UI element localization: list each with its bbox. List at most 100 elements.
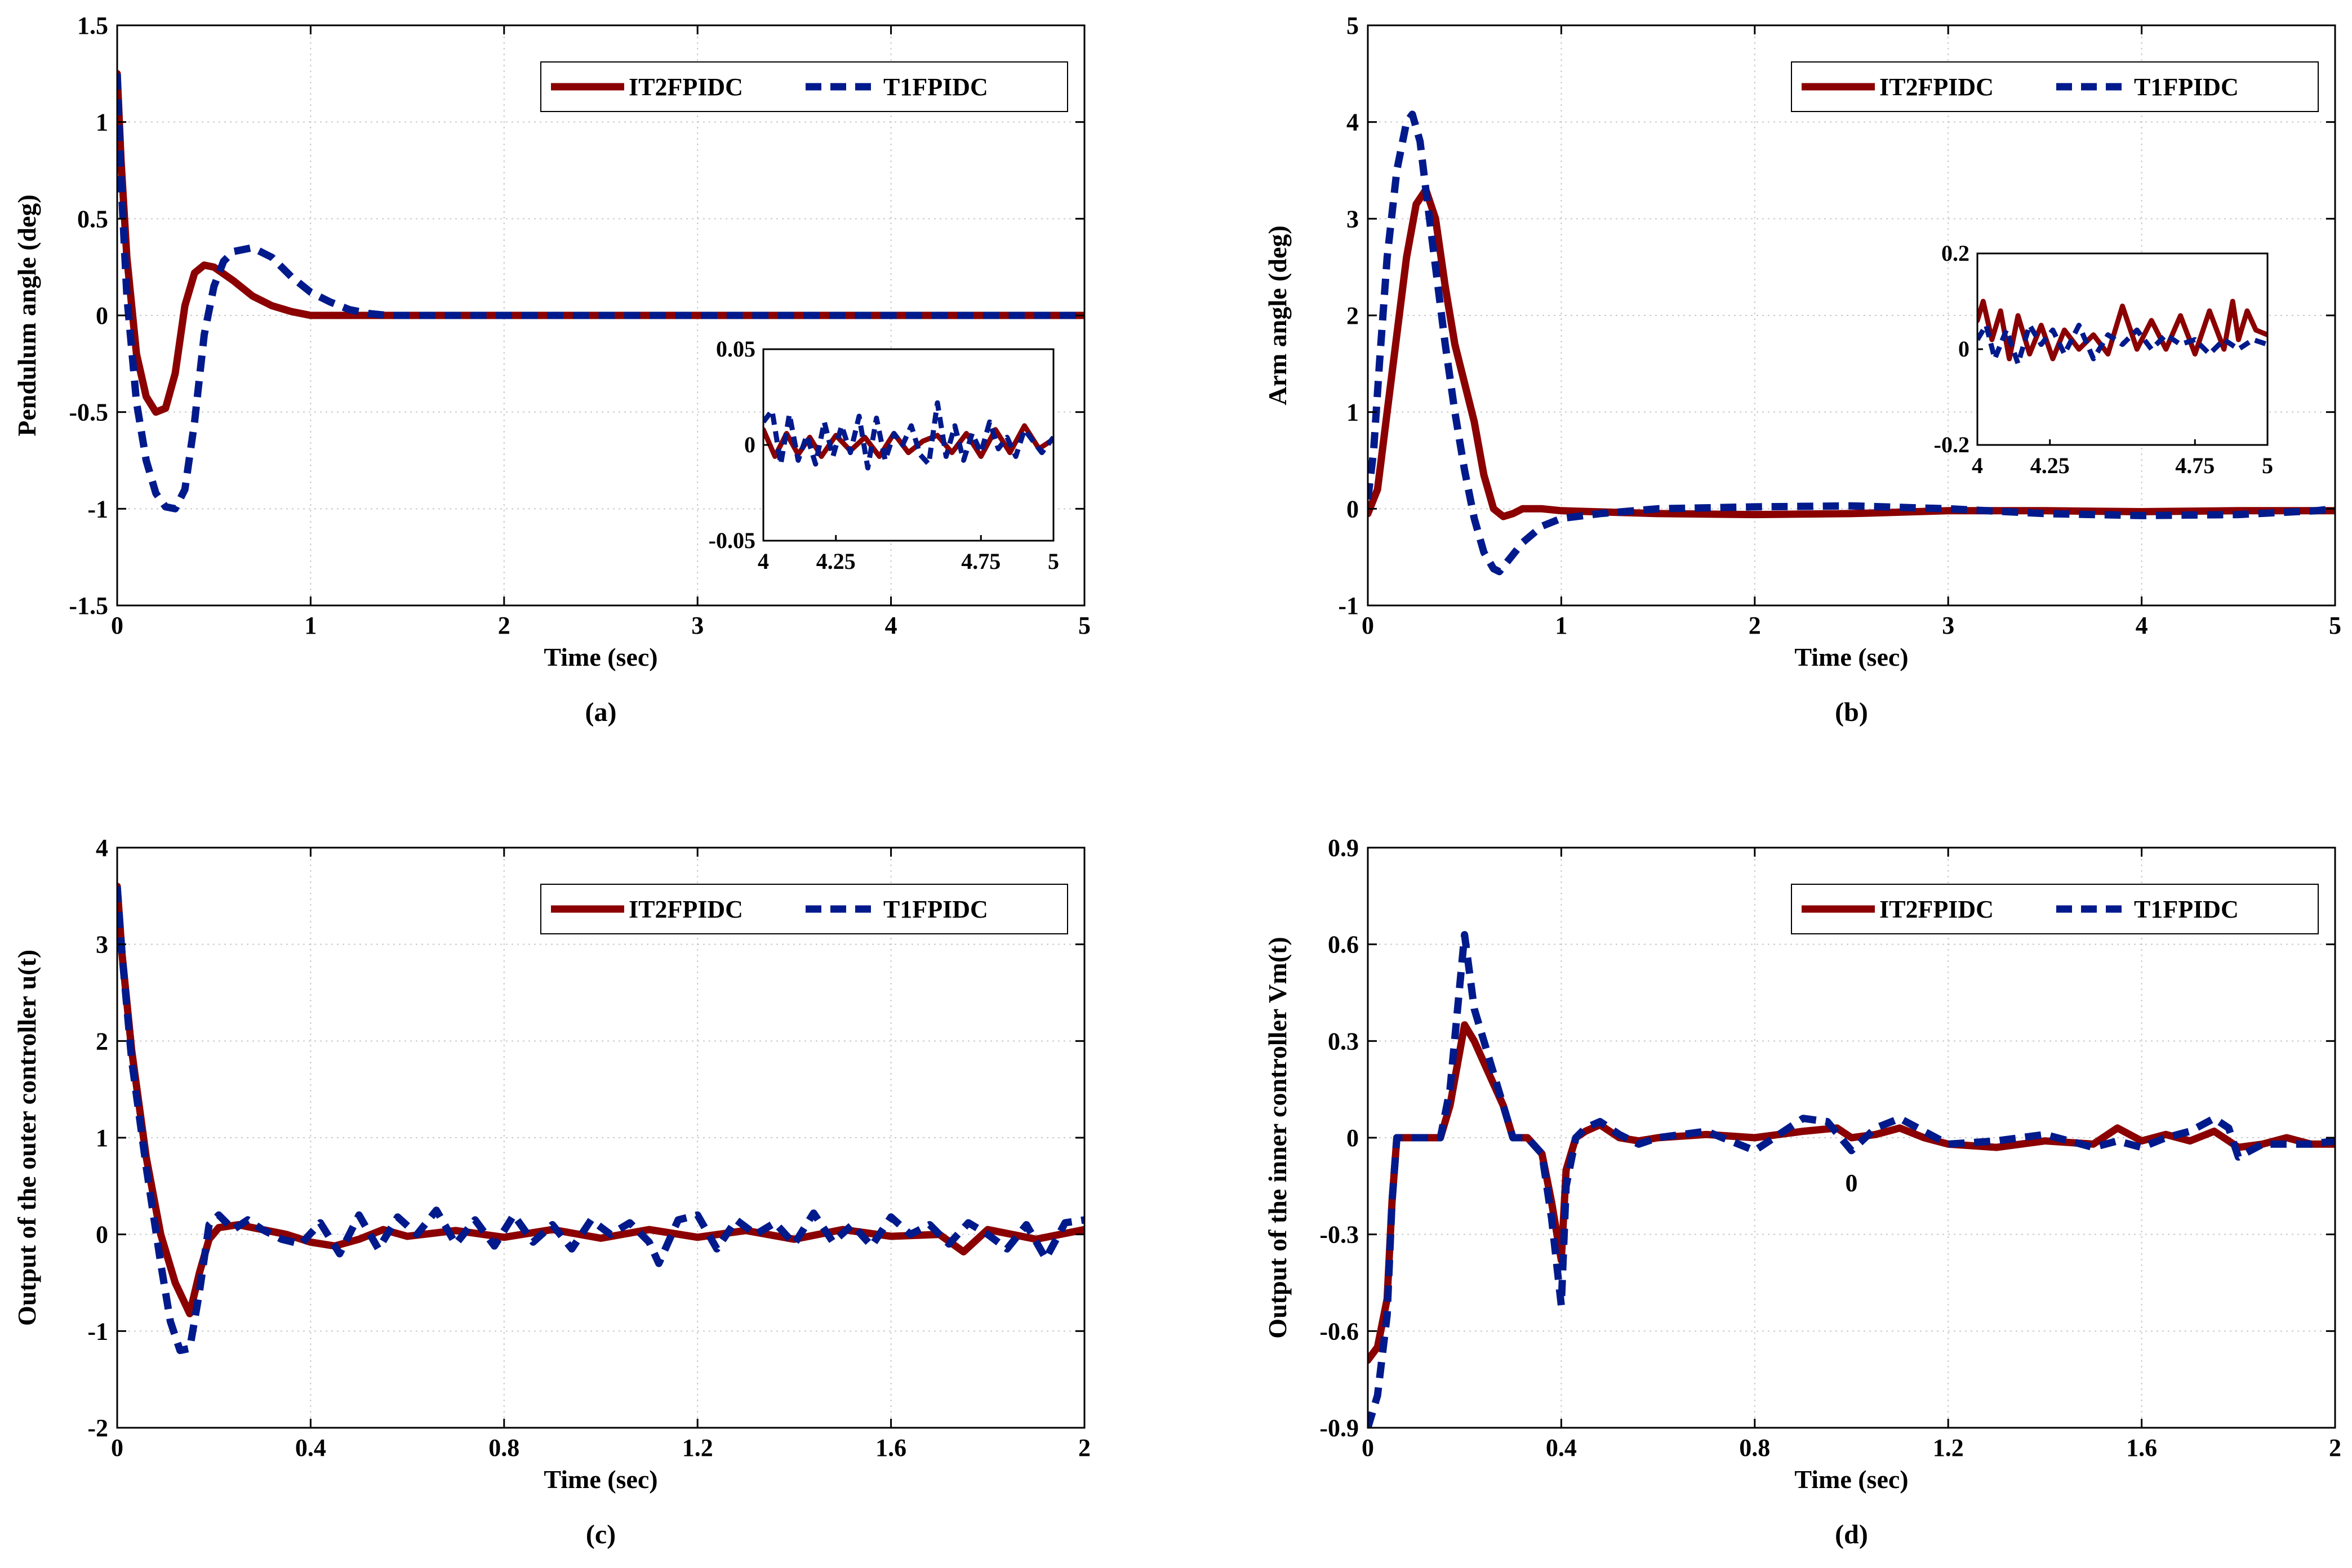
inset-x-tick-label: 4 xyxy=(1972,453,1983,478)
y-tick-label: -0.6 xyxy=(1319,1317,1359,1345)
x-tick-label: 1.6 xyxy=(2126,1434,2157,1462)
inset-y-tick-label: 0 xyxy=(1958,336,1969,362)
y-tick-label: 0.5 xyxy=(77,205,108,233)
inset-x-tick-label: 4.75 xyxy=(2175,453,2215,478)
x-tick-label: 2 xyxy=(1749,612,1761,639)
inset-x-tick-label: 5 xyxy=(2262,453,2273,478)
y-tick-label: 4 xyxy=(96,834,108,862)
x-tick-label: 1 xyxy=(1555,612,1567,639)
y-tick-label: 2 xyxy=(96,1027,108,1055)
x-tick-label: 0 xyxy=(1362,1434,1374,1462)
panel-label: (a) xyxy=(585,697,617,727)
y-tick-label: 2 xyxy=(1346,302,1359,329)
legend-label-it2fpidc: IT2FPIDC xyxy=(1879,896,1994,923)
x-tick-label: 3 xyxy=(1942,612,1954,639)
x-tick-label: 4 xyxy=(885,612,897,639)
legend: IT2FPIDC T1FPIDC xyxy=(1791,61,2319,112)
y-axis-title: Output of the inner controller Vm(t) xyxy=(1263,937,1292,1338)
y-tick-label: -1.5 xyxy=(69,592,108,620)
x-tick-label: 2 xyxy=(2329,1434,2341,1462)
x-tick-label: 0 xyxy=(1362,612,1374,639)
x-tick-label: 2 xyxy=(1078,1434,1091,1462)
legend-label-it2fpidc: IT2FPIDC xyxy=(629,896,743,923)
inset-y-tick-label: 0.05 xyxy=(716,336,755,362)
chart-panel-d: 0 0.4 0.8 1.2 1.6 2 -0.9 -0.6 -0.3 0 0.3 0.6 0.9 Time… xyxy=(1263,834,2341,1549)
inset-b-series-it2fpidc xyxy=(1977,299,2267,362)
x-tick-label: 0.4 xyxy=(295,1434,326,1462)
data-series-group xyxy=(117,883,1084,1355)
x-tick-label: 1.2 xyxy=(682,1434,713,1462)
y-tick-label: 0 xyxy=(96,302,108,329)
y-tick-label: 1 xyxy=(96,1124,108,1152)
x-tick-label: 1 xyxy=(304,612,317,639)
y-tick-label: 5 xyxy=(1346,12,1359,39)
y-tick-label: 0 xyxy=(1346,495,1359,523)
y-tick-label: -0.3 xyxy=(1319,1221,1359,1249)
y-tick-label: 1 xyxy=(96,109,108,136)
panel-label: (c) xyxy=(586,1520,616,1549)
y-tick-label: 0.6 xyxy=(1328,931,1359,959)
y-axis-title: Pendulum angle (deg) xyxy=(12,194,41,436)
y-tick-label: 3 xyxy=(1346,205,1359,233)
legend-box xyxy=(540,884,1068,934)
y-axis-title: Output of the outer controller u(t) xyxy=(12,950,41,1326)
data-series-group xyxy=(117,70,1084,513)
chart-panel-c: 0 0.4 0.8 1.2 1.6 2 -2 -1 0 1 2 3 4 Time (sec) Output … xyxy=(12,834,1091,1549)
y-tick-label: 1 xyxy=(1346,399,1359,426)
legend: IT2FPIDC T1FPIDC xyxy=(1791,884,2319,934)
y-tick-label: 0 xyxy=(96,1221,108,1249)
inset-x-tick-label: 4.75 xyxy=(961,549,1001,574)
y-tick-label: -2 xyxy=(87,1414,108,1442)
y-tick-label: 1.5 xyxy=(77,12,108,39)
x-tick-label: 5 xyxy=(2329,612,2341,639)
x-tick-label: 0.8 xyxy=(488,1434,519,1462)
y-tick-label: -1 xyxy=(1338,592,1359,620)
legend: IT2FPIDC T1FPIDC xyxy=(540,61,1068,112)
chart-panel-a: 0 1 2 3 4 5 -1.5 -1 -0.5 0 0.5 1 1.5 Time (sec) Pendul… xyxy=(12,12,1091,727)
inset-axes: 4 4.25 4.75 5 -0.05 0 0.05 xyxy=(709,336,1059,574)
x-axis-title: Time (sec) xyxy=(1794,1465,1908,1494)
data-series-group xyxy=(1368,110,2335,576)
legend-label-t1fpidc: T1FPIDC xyxy=(2134,73,2239,101)
x-tick-label: 0.4 xyxy=(1546,1434,1577,1462)
x-tick-label: 0 xyxy=(111,1434,123,1462)
x-tick-label: 5 xyxy=(1078,612,1091,639)
inset-y-tick-label: 0.2 xyxy=(1941,240,1969,266)
legend-box xyxy=(1791,61,2319,112)
inset-x-tick-label: 5 xyxy=(1048,549,1059,574)
x-axis-title: Time (sec) xyxy=(544,643,657,671)
chart-c-series-t1fpidc xyxy=(117,886,1084,1355)
panel-label: (d) xyxy=(1835,1520,1868,1549)
y-tick-label: -0.5 xyxy=(69,399,108,426)
y-tick-label: 0.3 xyxy=(1328,1027,1359,1055)
chart-c-series-it2fpidc xyxy=(117,883,1084,1317)
legend-label-t1fpidc: T1FPIDC xyxy=(883,73,988,101)
inset-series-group xyxy=(1977,299,2267,366)
legend-label-it2fpidc: IT2FPIDC xyxy=(1879,73,1994,101)
inset-x-tick-label: 4 xyxy=(758,549,769,574)
legend-label-it2fpidc: IT2FPIDC xyxy=(629,73,743,101)
inset-x-tick-label: 4.25 xyxy=(2030,453,2070,478)
y-axis-title: Arm angle (deg) xyxy=(1263,225,1292,405)
inset-y-tick-label: -0.05 xyxy=(709,528,755,553)
x-tick-label: 0 xyxy=(111,612,123,639)
y-tick-label: -1 xyxy=(87,495,108,523)
inset-b-series-t1fpidc xyxy=(1977,323,2267,366)
y-tick-label: 0.9 xyxy=(1328,834,1359,862)
y-tick-label: -1 xyxy=(87,1317,108,1345)
data-series-group xyxy=(1368,931,2335,1428)
x-tick-label: 1.6 xyxy=(875,1434,906,1462)
x-tick-label: 4 xyxy=(2136,612,2148,639)
legend-box xyxy=(1791,884,2319,934)
inset-axes: 4 4.25 4.75 5 -0.2 0 0.2 xyxy=(1934,240,2273,478)
y-tick-label: -0.9 xyxy=(1319,1414,1359,1442)
inset-x-tick-label: 4.25 xyxy=(816,549,856,574)
inset-y-tick-label: -0.2 xyxy=(1934,432,1969,457)
x-tick-label: 1.2 xyxy=(1933,1434,1964,1462)
chart-b-series-t1fpidc xyxy=(1368,110,2335,576)
chart-a-series-t1fpidc xyxy=(117,73,1084,513)
inset-y-tick-label: 0 xyxy=(744,432,755,457)
x-tick-label: 0.8 xyxy=(1739,1434,1770,1462)
